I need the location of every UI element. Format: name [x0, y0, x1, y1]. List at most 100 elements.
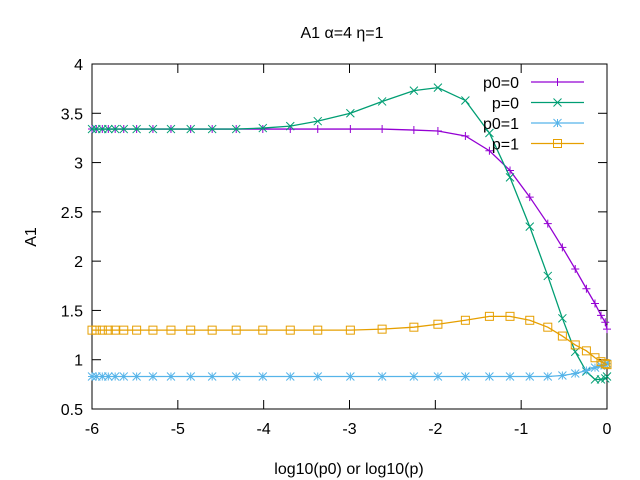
series-p-0 — [87, 83, 612, 384]
data-point-p0-0 — [409, 126, 418, 135]
data-point-p-0 — [313, 116, 323, 126]
data-point-p0-1 — [602, 359, 612, 369]
data-point-p-1 — [525, 315, 535, 325]
y-tick-label: 1 — [74, 353, 83, 370]
legend-label: p0=1 — [483, 116, 519, 133]
data-point-p0-0 — [582, 284, 591, 293]
data-point-p-1 — [581, 346, 591, 356]
data-point-p-1 — [600, 359, 610, 369]
x-tick-label: -4 — [257, 421, 271, 438]
data-point-p-1 — [602, 360, 612, 370]
legend-marker — [553, 78, 562, 86]
data-point-p0-0 — [485, 146, 494, 155]
data-point-p-1 — [119, 325, 129, 335]
x-tick-label: -3 — [342, 421, 356, 438]
data-point-p0-1 — [132, 372, 141, 381]
data-point-p0-0 — [596, 311, 605, 320]
data-point-p-0 — [543, 271, 553, 281]
y-tick-label: 3.5 — [61, 106, 83, 123]
legend-label: p=1 — [492, 137, 519, 154]
x-tick-label: -5 — [171, 421, 185, 438]
axes: -6 -5 -4 -3 -2 -1 0 0.5 1 1.5 2 2.5 3 3.5 4 — [61, 57, 612, 438]
data-point-p0-0 — [543, 219, 552, 228]
data-point-p-1 — [148, 325, 158, 335]
data-point-p0-1 — [505, 372, 515, 381]
x-tick-label: -2 — [428, 421, 442, 438]
x-tick-label: 0 — [603, 421, 612, 438]
y-tick-label: 4 — [74, 57, 83, 74]
data-point-p0-1 — [231, 372, 241, 381]
data-point-p-1 — [97, 325, 107, 335]
data-point-p0-1 — [91, 372, 101, 381]
y-tick-label: 1.5 — [61, 303, 83, 320]
data-point-p-0 — [525, 222, 535, 231]
legend-label: p=0 — [492, 96, 519, 113]
data-point-p-0 — [207, 124, 217, 134]
data-point-p-1 — [345, 325, 355, 335]
data-point-p-0 — [148, 124, 158, 134]
y-tick-label: 0.5 — [61, 402, 83, 419]
data-point-p0-1 — [525, 372, 535, 381]
data-point-p-0 — [132, 124, 141, 134]
data-point-p0-1 — [148, 372, 158, 381]
data-point-p-1 — [557, 331, 567, 341]
data-point-p0-0 — [433, 127, 442, 136]
data-point-p0-0 — [571, 265, 580, 274]
data-point-p-0 — [285, 121, 295, 131]
y-axis-label: A1 — [23, 227, 40, 247]
data-point-p0-1 — [285, 372, 295, 381]
data-point-p-1 — [207, 325, 217, 335]
data-point-p0-0 — [558, 243, 567, 252]
data-point-p-0 — [433, 83, 443, 93]
legend-marker — [553, 118, 562, 128]
data-point-p0-1 — [377, 372, 387, 381]
data-point-p0-1 — [166, 372, 176, 381]
legend-marker — [553, 98, 562, 107]
data-point-p0-1 — [543, 372, 553, 381]
data-point-p0-1 — [97, 372, 107, 381]
legend-item-p0-1: p0=1 — [483, 116, 584, 133]
data-point-p0-0 — [346, 125, 355, 134]
data-point-p0-1 — [119, 372, 129, 381]
data-point-p0-1 — [186, 372, 196, 381]
data-point-p0-0 — [590, 299, 599, 308]
data-point-p0-0 — [258, 125, 267, 134]
data-point-p-1 — [103, 325, 113, 335]
data-point-p0-1 — [258, 372, 268, 381]
legend-marker — [553, 139, 562, 148]
data-point-p0-1 — [590, 363, 600, 372]
data-point-p0-1 — [110, 372, 120, 381]
data-point-p-0 — [110, 124, 120, 134]
data-point-p0-1 — [103, 372, 113, 381]
data-point-p-1 — [231, 325, 241, 335]
data-point-p0-0 — [313, 125, 322, 134]
x-axis-label: log10(p0) or log10(p) — [274, 461, 423, 478]
data-point-p-0 — [258, 123, 268, 133]
y-tick-label: 3 — [74, 156, 83, 173]
data-point-p-1 — [460, 315, 470, 325]
data-point-p-1 — [258, 325, 268, 335]
x-tick-label: -1 — [514, 421, 528, 438]
data-point-p-0 — [377, 97, 387, 106]
data-point-p-1 — [313, 325, 323, 335]
data-point-p-0 — [231, 124, 241, 134]
data-point-p-0 — [505, 173, 515, 182]
data-point-p0-1 — [570, 369, 580, 378]
data-point-p0-1 — [346, 372, 355, 381]
data-point-p0-0 — [603, 325, 611, 334]
data-point-p-1 — [91, 325, 101, 335]
data-point-p0-1 — [461, 372, 470, 381]
data-point-p-0 — [409, 86, 419, 95]
data-point-p-0 — [558, 313, 567, 323]
data-point-p-1 — [110, 325, 120, 335]
data-point-p0-1 — [433, 372, 443, 381]
data-point-p-1 — [132, 325, 142, 335]
data-point-p0-0 — [601, 318, 610, 327]
data-point-p-1 — [409, 322, 419, 332]
data-point-p-0 — [602, 372, 612, 381]
data-point-p0-0 — [525, 193, 534, 202]
chart-title: A1 α=4 η=1 — [300, 25, 383, 42]
data-point-p-0 — [186, 124, 196, 134]
